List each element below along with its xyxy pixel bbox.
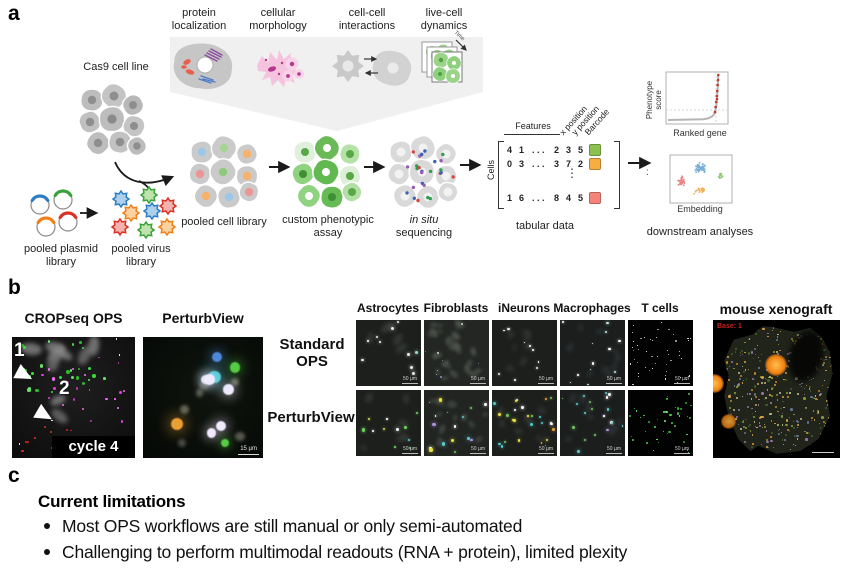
phenotype-score-plot — [665, 71, 729, 125]
analyses-ellipsis: : — [646, 167, 649, 178]
scale-bar-label: 15 µm — [238, 446, 259, 455]
cas9-to-library-arrow — [114, 161, 175, 187]
limitations-heading: Current limitations — [38, 492, 186, 511]
cells-axis-label: Cells — [486, 160, 496, 181]
scale-bar-label: 50 µm — [402, 446, 418, 454]
tabular-data-caption: tabular data — [515, 220, 575, 232]
scale-bar-label: 50 µm — [606, 446, 622, 454]
scale-bar-label: 50 µm — [538, 376, 554, 384]
scale-bar — [812, 452, 834, 453]
grid-tile-standard-ops-fibroblasts: 50 µm — [424, 320, 489, 386]
matrix-bracket-left — [498, 141, 504, 209]
column-header-macrophages: Macrophages — [553, 301, 631, 315]
matrix-ellipsis: ⋮ — [566, 166, 578, 180]
annotation-2: 2 — [59, 378, 70, 399]
pooled-virus-library-label: pooled virus library — [111, 243, 171, 268]
mouse-xenograft-image: Base: 1 — [713, 320, 840, 458]
tabular-data-matrix: Cells Features x position y position Bar… — [486, 104, 640, 232]
orange-spot — [713, 374, 724, 393]
green-dots-region — [12, 337, 107, 395]
embedding-plot — [669, 154, 733, 204]
list-item: Challenging to perform multimodal readou… — [40, 539, 820, 565]
orange-spot — [721, 414, 736, 429]
dim-cells-layer — [143, 337, 263, 458]
glow-cells-layer — [143, 337, 263, 458]
modality-label-protein-localization: protein localization — [171, 7, 227, 32]
scale-bar-label: 50 µm — [538, 446, 554, 454]
tissue-section — [724, 326, 833, 454]
magenta-dots-region — [40, 355, 135, 427]
barcode-swatch — [589, 192, 601, 204]
grid-tile-standard-ops-t-cells: 50 µm — [628, 320, 693, 386]
column-header-fibroblasts: Fibroblasts — [423, 301, 489, 315]
scale-bar-label: 50 µm — [402, 376, 418, 384]
orange-spot — [765, 354, 787, 376]
modality-label-live-cell-dynamics: live-cell dynamics — [420, 7, 468, 32]
panel-a-label: a — [8, 2, 20, 25]
row-label-perturbview: PerturbView — [267, 409, 355, 426]
scale-bar-label: 50 µm — [674, 446, 690, 454]
features-label: Features — [515, 121, 551, 131]
cas9-cell-line-label: Cas9 cell line — [83, 61, 149, 73]
downstream-analyses-label: downstream analyses — [646, 226, 754, 238]
panel-b-label: b — [8, 276, 21, 299]
column-header-astrocytes: Astrocytes — [356, 301, 420, 315]
base-1-label: Base: 1 — [717, 323, 742, 330]
perturbview-image: 15 µm — [143, 337, 263, 458]
bullet-icon — [44, 549, 50, 555]
pooled-cell-library-label: pooled cell library — [181, 216, 267, 228]
grid-tile-perturbview-t-cells: 50 µm — [628, 390, 693, 456]
cropseq-ops-image: 1 2 cycle 4 — [12, 337, 135, 458]
pooled-virus-library-icon — [111, 186, 177, 239]
list-item: Most OPS workflows are still manual or o… — [40, 513, 820, 539]
column-header-ineurons: iNeurons — [497, 301, 550, 315]
scale-bar-label: 50 µm — [674, 376, 690, 384]
cropseq-ops-title: CROPseq OPS — [24, 310, 123, 326]
cellular-morphology-icon — [257, 50, 304, 87]
scale-bar-label: 50 µm — [606, 376, 622, 384]
annotation-1: 1 — [14, 340, 25, 361]
mouse-xenograft-title: mouse xenograft — [719, 301, 833, 317]
workflow-diagram — [30, 37, 652, 239]
scale-bar-label: 50 µm — [470, 376, 486, 384]
in-situ-sequencing-label: in situ sequencing — [395, 214, 453, 239]
pooled-plasmid-library-icon — [30, 189, 78, 237]
pooled-plasmid-library-label: pooled plasmid library — [24, 243, 98, 268]
grid-tile-perturbview-astrocytes: 50 µm — [356, 390, 421, 456]
protein-localization-icon — [170, 39, 236, 93]
modality-label-cell-cell-interactions: cell-cell interactions — [338, 7, 396, 32]
embedding-caption: Embedding — [677, 204, 723, 214]
features-underline — [504, 134, 560, 135]
grid-tile-perturbview-fibroblasts: 50 µm — [424, 390, 489, 456]
panel-c-label: c — [8, 464, 20, 487]
row-label-standard-ops: Standard OPS — [279, 336, 345, 370]
matrix-bracket-right — [614, 141, 620, 209]
barcode-swatch — [589, 144, 601, 156]
phenotype-score-axis-label: Phenotype score — [645, 80, 664, 120]
barcode-swatch — [589, 158, 601, 170]
grid-tile-standard-ops-astrocytes: 50 µm — [356, 320, 421, 386]
grid-tile-standard-ops-macrophages: 50 µm — [560, 320, 625, 386]
custom-phenotypic-assay-label: custom phenotypic assay — [282, 214, 374, 239]
modality-label-cellular-morphology: cellular morphology — [249, 7, 307, 32]
grid-tile-perturbview-macrophages: 50 µm — [560, 390, 625, 456]
scale-bar-label: 50 µm — [470, 446, 486, 454]
grid-tile-perturbview-ineurons: 50 µm — [492, 390, 557, 456]
grid-tile-standard-ops-ineurons: 50 µm — [492, 320, 557, 386]
perturbview-title: PerturbView — [162, 310, 244, 326]
live-cell-dynamics-icon — [421, 39, 467, 85]
limitations-list: Most OPS workflows are still manual or o… — [40, 513, 820, 565]
cycle-4-label: cycle 4 — [52, 436, 135, 458]
bullet-icon — [44, 523, 50, 529]
column-header-tcells: T cells — [641, 301, 679, 315]
ranked-gene-axis-label: Ranked gene — [673, 128, 727, 138]
cell-cell-interactions-icon — [332, 45, 416, 91]
